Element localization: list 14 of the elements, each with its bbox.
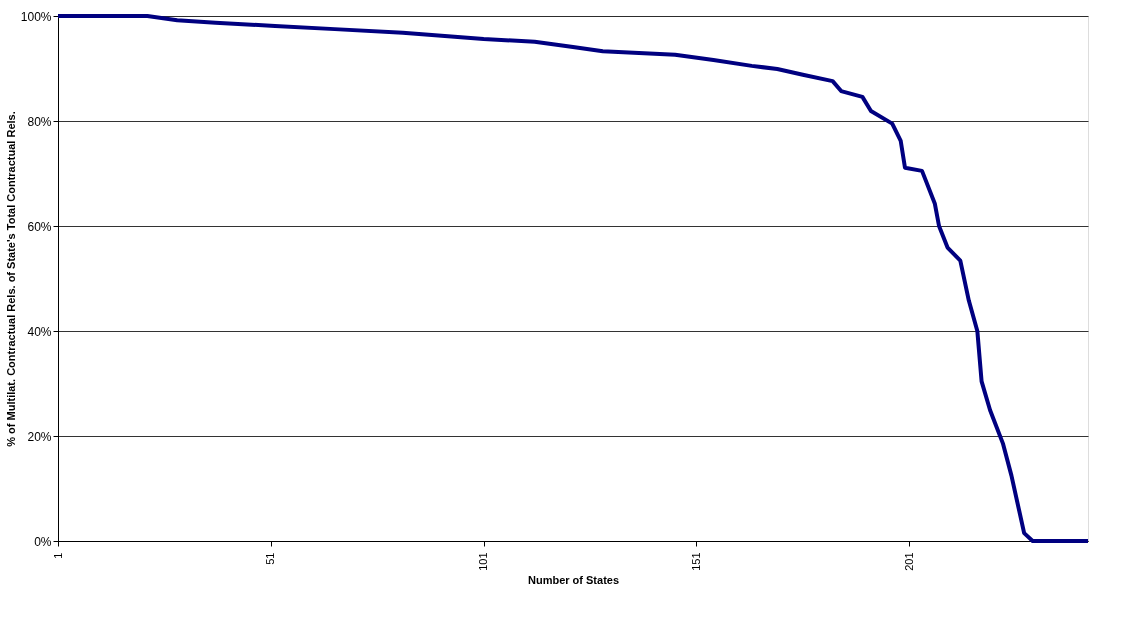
y-tick-label: 60%: [27, 219, 52, 234]
x-tick-label: 101: [477, 552, 490, 571]
y-axis-title: % of Multilat. Contractual Rels. of State's Total Contractual Rels.: [4, 111, 17, 447]
line-series: [56, 14, 1090, 543]
x-tick-label: 51: [264, 552, 277, 565]
x-tick-label: 1: [51, 552, 64, 559]
x-tick-label: 151: [689, 552, 702, 571]
x-tick-label: 201: [902, 552, 915, 571]
y-tick-label: 0%: [34, 534, 52, 549]
y-tick-label: 40%: [27, 324, 52, 339]
y-tick-label: 100%: [20, 9, 52, 24]
y-tick-label: 80%: [27, 114, 52, 129]
x-axis-title: Number of States: [527, 573, 620, 586]
y-tick-label: 20%: [27, 429, 52, 444]
